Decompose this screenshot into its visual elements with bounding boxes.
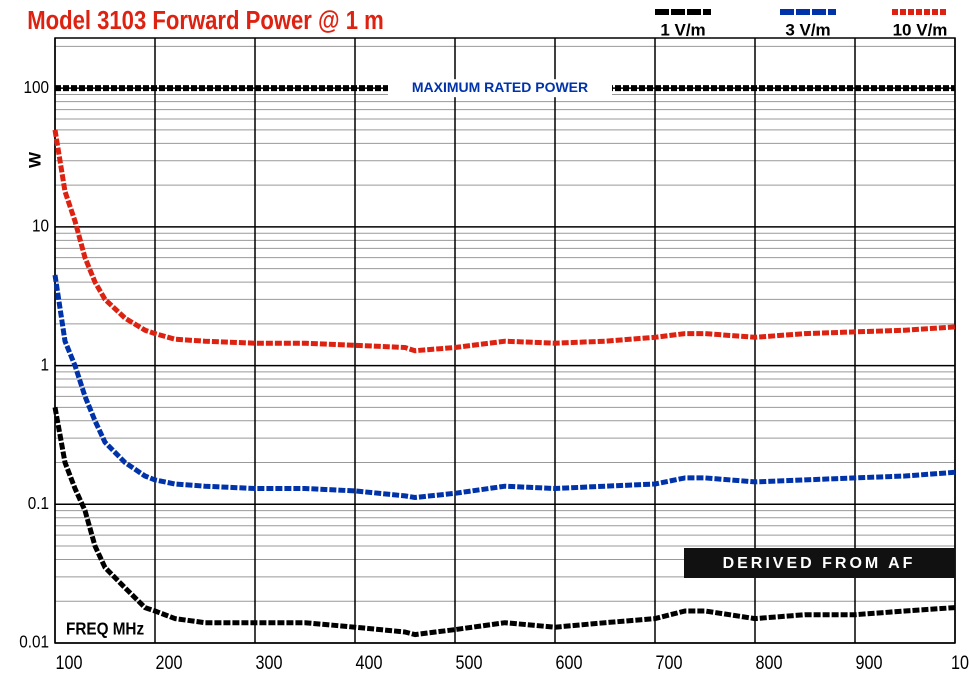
x-tick-label: 500 (456, 652, 483, 674)
reference-label: MAXIMUM RATED POWER (412, 79, 588, 95)
y-tick-label: 0.01 (19, 632, 49, 652)
x-tick-label: 300 (256, 652, 283, 674)
x-tick-label: 200 (156, 652, 183, 674)
legend-label: 10 V/m (893, 20, 948, 39)
legend-label: 1 V/m (660, 20, 705, 39)
plot-border (54, 37, 956, 644)
x-tick-label: 900 (856, 652, 883, 674)
x-tick-label: 100 (56, 652, 83, 674)
x-tick-label: 700 (656, 652, 683, 674)
reference-label-bg (388, 79, 612, 98)
y-tick-label: 0.1 (28, 493, 49, 513)
line-series (52, 129, 956, 354)
annotation: DERIVED FROM AF (723, 555, 916, 572)
x-axis-label: FREQ MHz (66, 619, 144, 639)
y-tick-label: 1 (40, 354, 49, 374)
x-tick-label: 600 (556, 652, 583, 674)
y-tick-label: 10 (32, 215, 49, 235)
line-series (52, 274, 956, 500)
legend-label: 3 V/m (785, 20, 830, 39)
chart-title: Model 3103 Forward Power @ 1 m (27, 6, 384, 35)
x-tick-label: 1000 (951, 652, 969, 674)
x-tick-label: 800 (756, 652, 783, 674)
y-tick-label: 100 (23, 77, 49, 97)
annotation-box (684, 548, 955, 578)
y-axis-label: W (25, 151, 44, 168)
x-tick-label: 400 (356, 652, 383, 674)
line-series (52, 406, 956, 638)
